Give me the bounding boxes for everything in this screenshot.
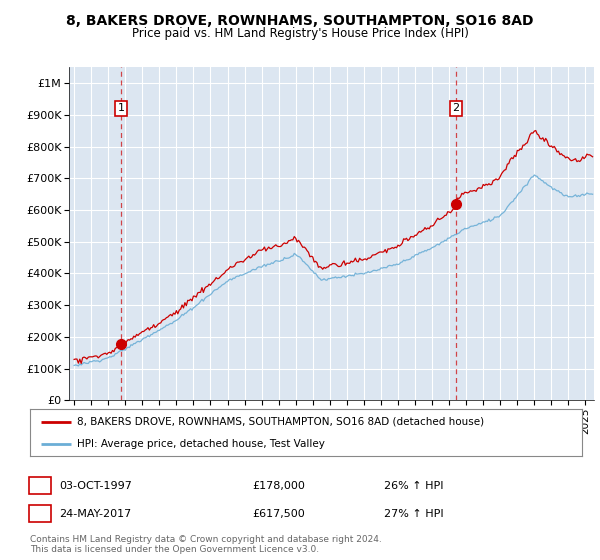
Text: 8, BAKERS DROVE, ROWNHAMS, SOUTHAMPTON, SO16 8AD (detached house): 8, BAKERS DROVE, ROWNHAMS, SOUTHAMPTON, … <box>77 417 484 427</box>
Text: HPI: Average price, detached house, Test Valley: HPI: Average price, detached house, Test… <box>77 438 325 449</box>
Text: 03-OCT-1997: 03-OCT-1997 <box>59 480 131 491</box>
Text: This data is licensed under the Open Government Licence v3.0.: This data is licensed under the Open Gov… <box>30 545 319 554</box>
Text: 24-MAY-2017: 24-MAY-2017 <box>59 508 131 519</box>
Text: £617,500: £617,500 <box>252 508 305 519</box>
Text: 2: 2 <box>37 508 43 519</box>
Text: 1: 1 <box>37 480 43 491</box>
Text: 2: 2 <box>452 104 460 114</box>
Text: £178,000: £178,000 <box>252 480 305 491</box>
Text: 8, BAKERS DROVE, ROWNHAMS, SOUTHAMPTON, SO16 8AD: 8, BAKERS DROVE, ROWNHAMS, SOUTHAMPTON, … <box>66 14 534 28</box>
Text: 27% ↑ HPI: 27% ↑ HPI <box>384 508 443 519</box>
Text: Price paid vs. HM Land Registry's House Price Index (HPI): Price paid vs. HM Land Registry's House … <box>131 27 469 40</box>
Text: 1: 1 <box>118 104 124 114</box>
Text: 26% ↑ HPI: 26% ↑ HPI <box>384 480 443 491</box>
Text: Contains HM Land Registry data © Crown copyright and database right 2024.: Contains HM Land Registry data © Crown c… <box>30 535 382 544</box>
